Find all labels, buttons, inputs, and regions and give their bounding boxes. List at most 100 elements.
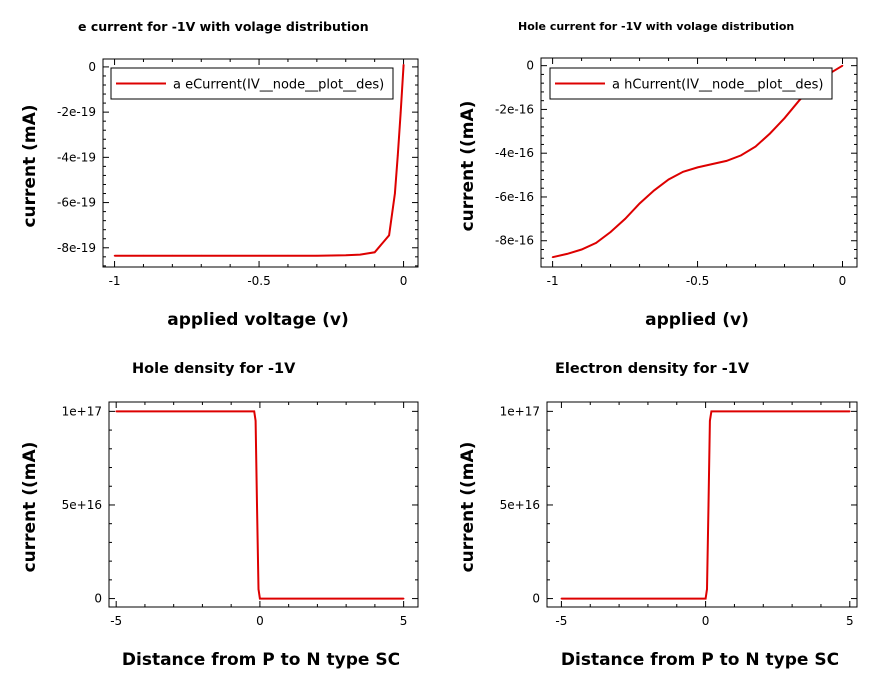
data-point — [254, 419, 257, 422]
data-point — [798, 99, 800, 102]
x-axis-label: applied voltage (v) — [167, 310, 349, 330]
plot-frame — [540, 57, 858, 268]
data-point — [740, 154, 742, 157]
legend-label: a hCurrent(IV__node__plot__des) — [612, 78, 823, 93]
data-point — [256, 504, 258, 506]
y-tick-label: 1e+17 — [500, 404, 540, 418]
y-tick-label: -4e-19 — [57, 150, 96, 164]
chart-p2: Hole current for -1V with volage distrib… — [458, 20, 858, 330]
data-point — [580, 248, 583, 251]
x-tick-label: -1 — [109, 274, 121, 288]
data-point — [566, 253, 568, 255]
data-point — [653, 189, 655, 192]
data-point — [396, 154, 399, 156]
data-point — [373, 251, 376, 254]
data-point — [754, 145, 757, 148]
chart-p1: e current for -1V with volage distributi… — [20, 19, 419, 330]
plot-frame — [102, 58, 419, 268]
y-tick-label: -6e-16 — [495, 190, 534, 204]
data-point — [259, 597, 261, 600]
x-tick-label: -0.5 — [686, 274, 709, 288]
chart-title: Hole current for -1V with volage distrib… — [518, 20, 794, 33]
data-point — [402, 597, 405, 600]
y-tick-label: -8e-19 — [57, 241, 96, 255]
data-point — [113, 254, 116, 257]
data-point — [848, 410, 851, 413]
x-axis-label: applied (v) — [645, 310, 749, 330]
x-axis-label: Distance from P to N type SC — [122, 650, 400, 670]
y-tick-label: 1e+17 — [62, 404, 102, 418]
x-tick-label: 0 — [400, 274, 408, 288]
y-tick-label: 0 — [94, 592, 102, 606]
y-tick-label: -2e-16 — [495, 102, 534, 116]
y-tick-label: -2e-19 — [57, 105, 96, 119]
x-tick-label: 0 — [256, 614, 264, 628]
data-point — [316, 254, 318, 257]
y-tick-label: -8e-16 — [495, 234, 534, 248]
data-point — [394, 192, 396, 195]
data-point — [783, 117, 786, 119]
x-tick-label: 0 — [702, 614, 710, 628]
data-point — [258, 254, 260, 257]
data-point — [769, 132, 771, 135]
data-point — [551, 256, 554, 258]
series-line — [116, 410, 404, 600]
data-point — [257, 588, 260, 591]
series-line — [561, 410, 850, 600]
data-point — [696, 166, 699, 169]
data-point — [388, 234, 390, 237]
data-point — [707, 504, 710, 506]
y-tick-label: 0 — [88, 60, 96, 74]
x-tick-label: -1 — [547, 274, 559, 288]
data-point — [609, 231, 612, 233]
chart-p4: Electron density for -1V Distance from P … — [458, 361, 858, 670]
x-tick-label: -0.5 — [247, 274, 270, 288]
x-tick-label: 5 — [846, 614, 854, 628]
plot-frame — [108, 401, 419, 608]
data-point — [725, 160, 728, 162]
data-point — [841, 64, 844, 67]
data-point — [253, 410, 255, 413]
data-point — [595, 242, 597, 244]
series-line — [114, 64, 405, 257]
data-point — [287, 254, 289, 257]
chart-title: Electron density for -1V — [555, 361, 750, 377]
y-tick-label: 5e+16 — [62, 498, 102, 512]
legend-label: a eCurrent(IV__node__plot__des) — [173, 78, 384, 93]
data-point — [200, 254, 203, 257]
data-point — [344, 254, 347, 257]
chart-title: e current for -1V with volage distributi… — [78, 19, 369, 34]
data-point — [624, 218, 626, 220]
data-point — [399, 111, 402, 113]
x-tick-label: 5 — [400, 614, 408, 628]
data-point — [560, 597, 563, 600]
data-point — [682, 171, 684, 173]
data-point — [709, 419, 711, 422]
data-point — [115, 410, 117, 413]
y-tick-label: -6e-19 — [57, 196, 96, 210]
data-point — [638, 202, 641, 205]
data-point — [706, 588, 708, 591]
y-tick-label: 5e+16 — [500, 498, 540, 512]
data-point — [402, 63, 405, 66]
y-tick-label: 0 — [532, 592, 540, 606]
y-axis-label: current ((mA) — [458, 442, 478, 573]
y-axis-label: current ((mA) — [20, 442, 40, 573]
y-tick-label: 0 — [526, 59, 534, 73]
y-axis-label: current ((mA) — [458, 101, 478, 232]
data-point — [704, 597, 707, 600]
y-tick-label: -4e-16 — [495, 146, 534, 160]
y-axis-label: current (mA) — [20, 104, 40, 227]
chart-p3: Hole density for -1V Distance from P to N… — [20, 361, 419, 670]
data-point — [229, 254, 231, 257]
data-point — [711, 163, 713, 165]
data-point — [171, 254, 174, 257]
data-point — [142, 254, 145, 257]
x-tick-label: -5 — [555, 614, 567, 628]
x-axis-label: Distance from P to N type SC — [561, 650, 839, 670]
data-point — [710, 410, 713, 413]
chart-title: Hole density for -1V — [132, 361, 296, 377]
data-point — [359, 253, 362, 256]
data-point — [667, 178, 670, 181]
